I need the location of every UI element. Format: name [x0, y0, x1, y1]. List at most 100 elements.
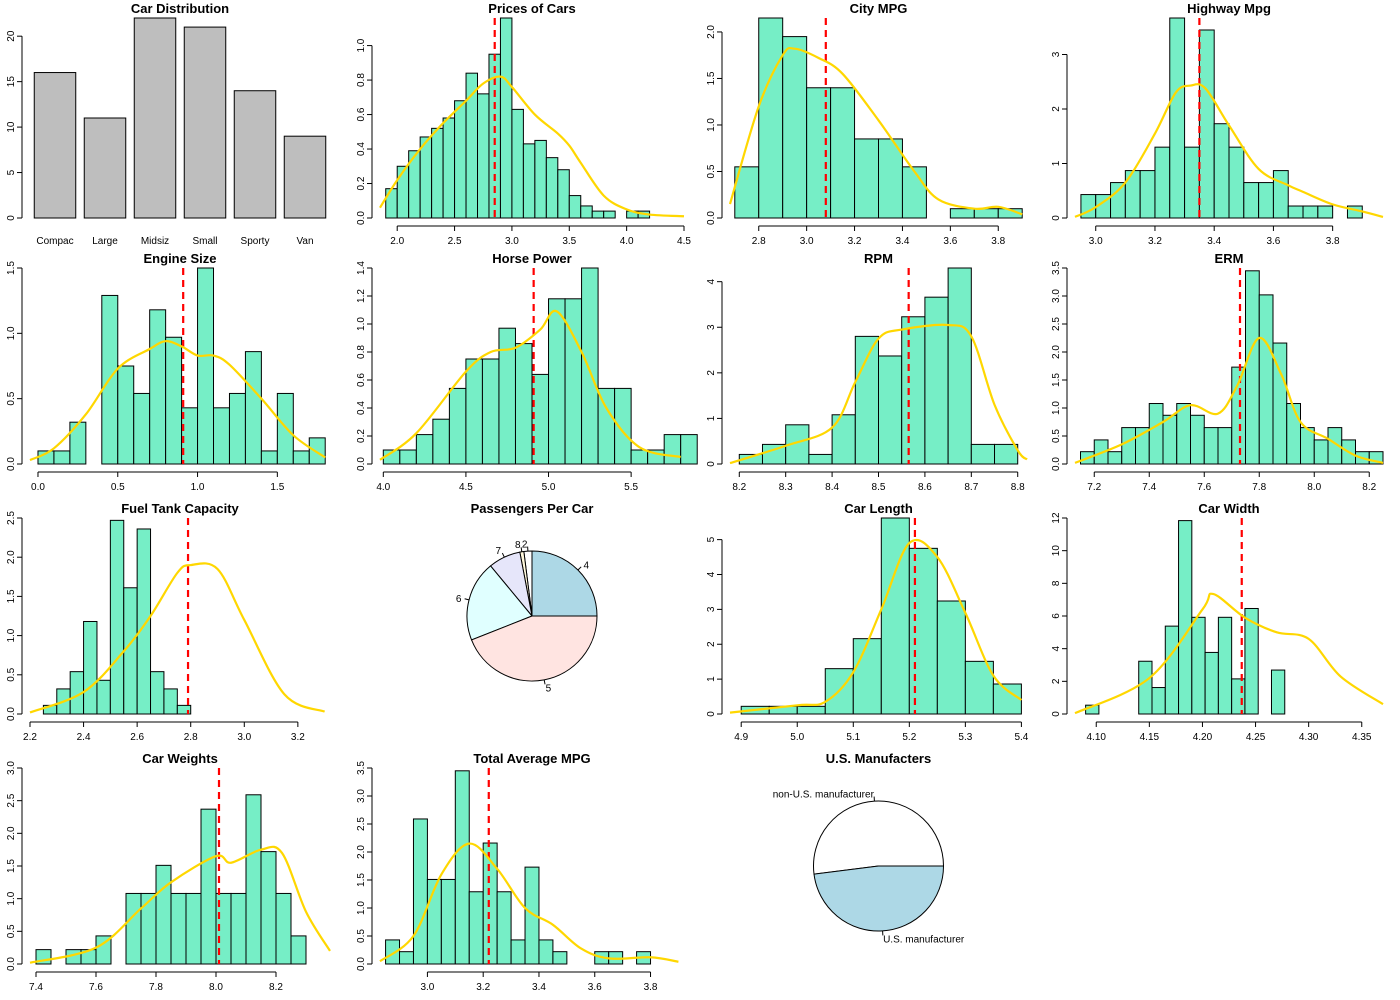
pie-leader [520, 547, 523, 552]
histogram-bin [1286, 403, 1301, 465]
x-tick-label: 3.4 [532, 982, 546, 993]
histogram-bin [510, 939, 526, 965]
histogram-bin [1258, 294, 1274, 465]
y-tick-label: 0.5 [706, 164, 717, 178]
histogram-bin [228, 392, 246, 465]
histogram-bin [200, 808, 217, 965]
histogram-bin [796, 705, 826, 715]
y-tick-label: 1.4 [356, 261, 367, 275]
x-tick-label: 8.5 [872, 482, 886, 493]
histogram-bin [140, 892, 157, 965]
x-tick-label: 8.2 [732, 482, 746, 493]
panel-title: Car Length [844, 501, 913, 516]
y-tick-label: 0 [6, 215, 17, 221]
pie-label: U.S. manufacturer [883, 935, 965, 946]
y-tick-label: 2.5 [356, 817, 367, 831]
y-tick-label: 0.0 [706, 211, 717, 225]
x-tick-label: 4.0 [620, 236, 634, 247]
histogram-bin [1110, 182, 1126, 219]
x-tick-label: 7.2 [1087, 482, 1101, 493]
pie-label: 6 [456, 594, 462, 605]
histogram-bin [1258, 182, 1274, 219]
histogram-bin [591, 210, 605, 219]
histogram-bin [419, 136, 433, 219]
y-tick-label: 2.5 [6, 511, 17, 525]
histogram-bin [1272, 170, 1289, 219]
density-curve [1074, 336, 1384, 464]
x-tick-label: 5.5 [624, 482, 638, 493]
histogram-bin [936, 600, 966, 715]
panel-car-weights: Car Weights 7.4 7.6 7.8 8.0 8.2 0.0 0.5 1.0 1.5 2.… [6, 751, 331, 993]
y-tick-label: 0.0 [6, 707, 17, 721]
histogram-bin [854, 335, 879, 465]
panel-city-mpg: City MPG 2.8 3.0 3.2 3.4 3.6 3.8 0.0 0.5 1.0 1.5 2.… [706, 1, 1023, 247]
y-tick-label: 3 [706, 324, 717, 330]
histogram-bin [947, 267, 972, 465]
histogram-bin [534, 139, 547, 219]
histogram-bin [245, 794, 262, 965]
histogram-bin [782, 36, 808, 219]
y-tick-label: 1.5 [6, 589, 17, 603]
x-category-label: Compac [36, 236, 73, 247]
histogram-bin [481, 358, 500, 465]
panel-title: RPM [864, 251, 893, 266]
x-tick-label: 4.10 [1087, 732, 1107, 743]
y-tick-label: 2.0 [356, 845, 367, 859]
x-tick-label: 3.6 [1266, 236, 1280, 247]
y-tick-label: 0.8 [356, 345, 367, 359]
histogram-bin [176, 704, 192, 715]
histogram-bin [260, 450, 278, 465]
density-curve [729, 323, 1028, 465]
y-tick-label: 1.5 [706, 71, 717, 85]
pie-label: 7 [495, 546, 501, 557]
histogram-bin [109, 519, 125, 715]
y-tick-label: 5 [706, 536, 717, 542]
panel-prices-of-cars: Prices of Cars 2.0 2.5 3.0 3.5 4.0 4.5 0.0 0.2 0.… [356, 1, 691, 247]
histogram-bin [185, 892, 202, 965]
x-tick-label: 4.25 [1246, 732, 1266, 743]
histogram-bin [1107, 451, 1123, 465]
x-tick-label: 3.2 [848, 236, 862, 247]
y-tick-label: 10 [6, 121, 17, 133]
histogram-bin [155, 864, 172, 965]
x-tick-label: 3.8 [1326, 236, 1340, 247]
y-tick-label: 0.5 [1051, 429, 1062, 443]
pie-label: 8 [515, 540, 521, 551]
histogram-bin [1231, 678, 1246, 715]
panel-title: ERM [1215, 251, 1244, 266]
y-tick-label: 2 [1051, 678, 1062, 684]
histogram-bin [908, 547, 938, 715]
histogram-bin [806, 87, 832, 219]
histogram-bin [852, 638, 882, 715]
histogram-bin [292, 450, 310, 465]
y-tick-label: 1 [706, 415, 717, 421]
histogram-bin [568, 195, 582, 219]
histogram-bin [970, 443, 996, 465]
y-tick-label: 0.4 [356, 401, 367, 415]
histogram-bin [680, 434, 698, 465]
y-tick-label: 1 [1051, 160, 1062, 166]
y-tick-label: 10 [1051, 545, 1062, 557]
histogram-bin [1313, 439, 1329, 465]
histogram-bin [994, 443, 1019, 465]
x-tick-label: 8.8 [1011, 482, 1025, 493]
histogram-bin [260, 851, 277, 965]
histogram-bin [1139, 170, 1156, 219]
pie-slice [813, 865, 945, 932]
y-tick-label: 8 [1051, 580, 1062, 586]
histogram-bin [468, 891, 484, 965]
pie-slice [813, 800, 945, 875]
x-tick-label: 4.5 [677, 236, 691, 247]
pie-label: non-U.S. manufacturer [773, 789, 875, 800]
y-tick-label: 2.0 [6, 826, 17, 840]
density-curve [379, 75, 685, 218]
y-tick-label: 1.0 [356, 38, 367, 52]
y-tick-label: 1.5 [6, 859, 17, 873]
histogram-bin [1162, 414, 1178, 465]
histogram-bin [399, 449, 417, 465]
y-tick-label: 1.0 [356, 901, 367, 915]
x-tick-label: 7.4 [29, 982, 43, 993]
x-tick-label: 8.2 [1362, 482, 1376, 493]
histogram-bin [170, 892, 187, 965]
